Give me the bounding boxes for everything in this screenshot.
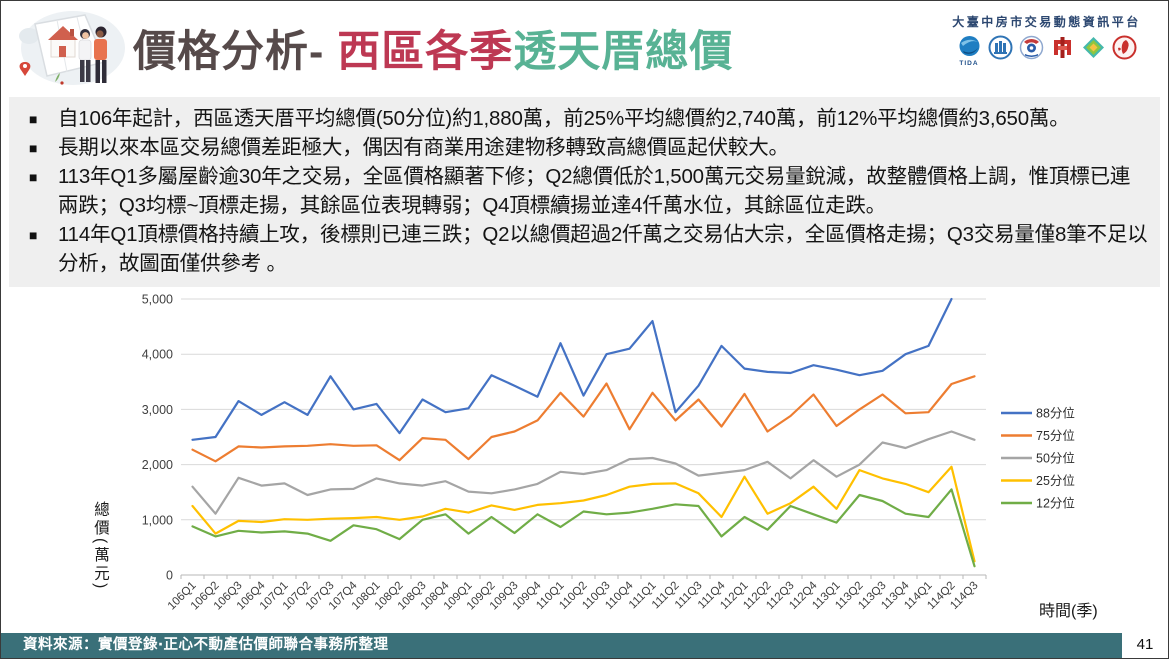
svg-text:50分位: 50分位: [1036, 451, 1075, 466]
cube-logo: [1082, 37, 1104, 58]
house-icon: [48, 26, 78, 58]
y-axis-title: 總價(萬元): [92, 501, 109, 592]
footer-bar: 資料來源：實價登錄‧正心不動產估價師聯合事務所整理: [1, 633, 1123, 658]
map-pin-icon: [19, 62, 31, 76]
summary-panel: ■ 自106年起計，西區透天厝平均總價(50分位)約1,880萬，前25%平均總價…: [9, 97, 1160, 287]
title-suffix: 透天厝總價: [513, 28, 734, 76]
page-number: 41: [1122, 633, 1168, 658]
svg-text:88分位: 88分位: [1036, 406, 1075, 421]
bullet-text: 長期以來本區交易總價差距極大，偶因有商業用途建物移轉致高總價區起伏較大。: [58, 136, 789, 159]
svg-text:75分位: 75分位: [1036, 428, 1075, 443]
bullet-square-icon: ■: [29, 140, 38, 156]
page-title: 價格分析- 西區各季透天厝總價: [133, 17, 733, 79]
svg-text:4,000: 4,000: [142, 348, 173, 362]
svg-text:5,000: 5,000: [142, 293, 173, 307]
svg-text:12分位: 12分位: [1036, 496, 1075, 511]
government-emblem-logo: [1019, 35, 1043, 60]
header-illustration: [19, 11, 125, 85]
svg-text:2,000: 2,000: [142, 458, 173, 472]
svg-text:3,000: 3,000: [142, 403, 173, 417]
summary-bullet-2: ■ 長期以來本區交易總價差距極大，偶因有商業用途建物移轉致高總價區起伏較大。: [29, 133, 1148, 162]
svg-text:1,000: 1,000: [142, 513, 173, 527]
summary-bullet-3: ■ 113年Q1多屬屋齡逾30年之交易，全區價格顯著下修；Q2總價低於1,500萬…: [29, 162, 1148, 220]
bullet-text: 113年Q1多屬屋齡逾30年之交易，全區價格顯著下修；Q2總價低於1,500萬元…: [58, 165, 1131, 217]
person-left: [78, 29, 92, 82]
summary-bullet-1: ■ 自106年起計，西區透天厝平均總價(50分位)約1,880萬，前25%平均總價…: [29, 104, 1148, 133]
realtor-association-logo: [988, 35, 1012, 60]
chart-section: 0 1,000 2,000 3,000 4,000 5,000 106Q1 106Q2 106Q…: [81, 291, 1166, 645]
bullet-square-icon: ■: [29, 111, 38, 127]
land-agency-logo: [1053, 37, 1071, 58]
svg-text:0: 0: [166, 569, 173, 583]
summary-bullet-4: ■ 114年Q1頂標價格持續上攻，後標則已連三跌；Q2以總價超過2仟萬之交易佔大宗…: [29, 220, 1148, 278]
bullet-square-icon: ■: [29, 169, 38, 185]
header: 價格分析- 西區各季透天厝總價 大臺中房市交易動態資訊平台 TIDA: [1, 1, 1168, 94]
platform-name: 大臺中房市交易動態資訊平台: [952, 15, 1141, 29]
bullet-square-icon: ■: [29, 227, 38, 243]
tida-caption: TIDA: [959, 60, 979, 67]
svg-text:時間(季): 時間(季): [1039, 602, 1098, 620]
price-line-chart: 01,0002,0003,0004,0005,000106Q1106Q2106Q…: [142, 293, 1098, 621]
source-note: 資料來源：實價登錄‧正心不動產估價師聯合事務所整理: [23, 637, 389, 653]
svg-text:25分位: 25分位: [1036, 473, 1075, 488]
summary-bullets: ■ 自106年起計，西區透天厝平均總價(50分位)約1,880萬，前25%平均總價…: [29, 104, 1148, 278]
tida-logo: TIDA: [957, 35, 982, 67]
person-right: [94, 26, 107, 83]
bullet-text: 自106年起計，西區透天厝平均總價(50分位)約1,880萬，前25%平均總價約…: [58, 107, 1070, 130]
bullet-text: 114年Q1頂標價格持續上攻，後標則已連三跌；Q2以總價超過2仟萬之交易佔大宗，…: [58, 223, 1148, 275]
platform-block: 大臺中房市交易動態資訊平台 TIDA: [939, 13, 1154, 67]
title-prefix: 價格分析-: [133, 28, 338, 76]
logo-row: TIDA: [939, 35, 1154, 67]
title-highlight: 西區各季: [337, 28, 514, 76]
appraiser-association-seal: [1112, 35, 1136, 60]
